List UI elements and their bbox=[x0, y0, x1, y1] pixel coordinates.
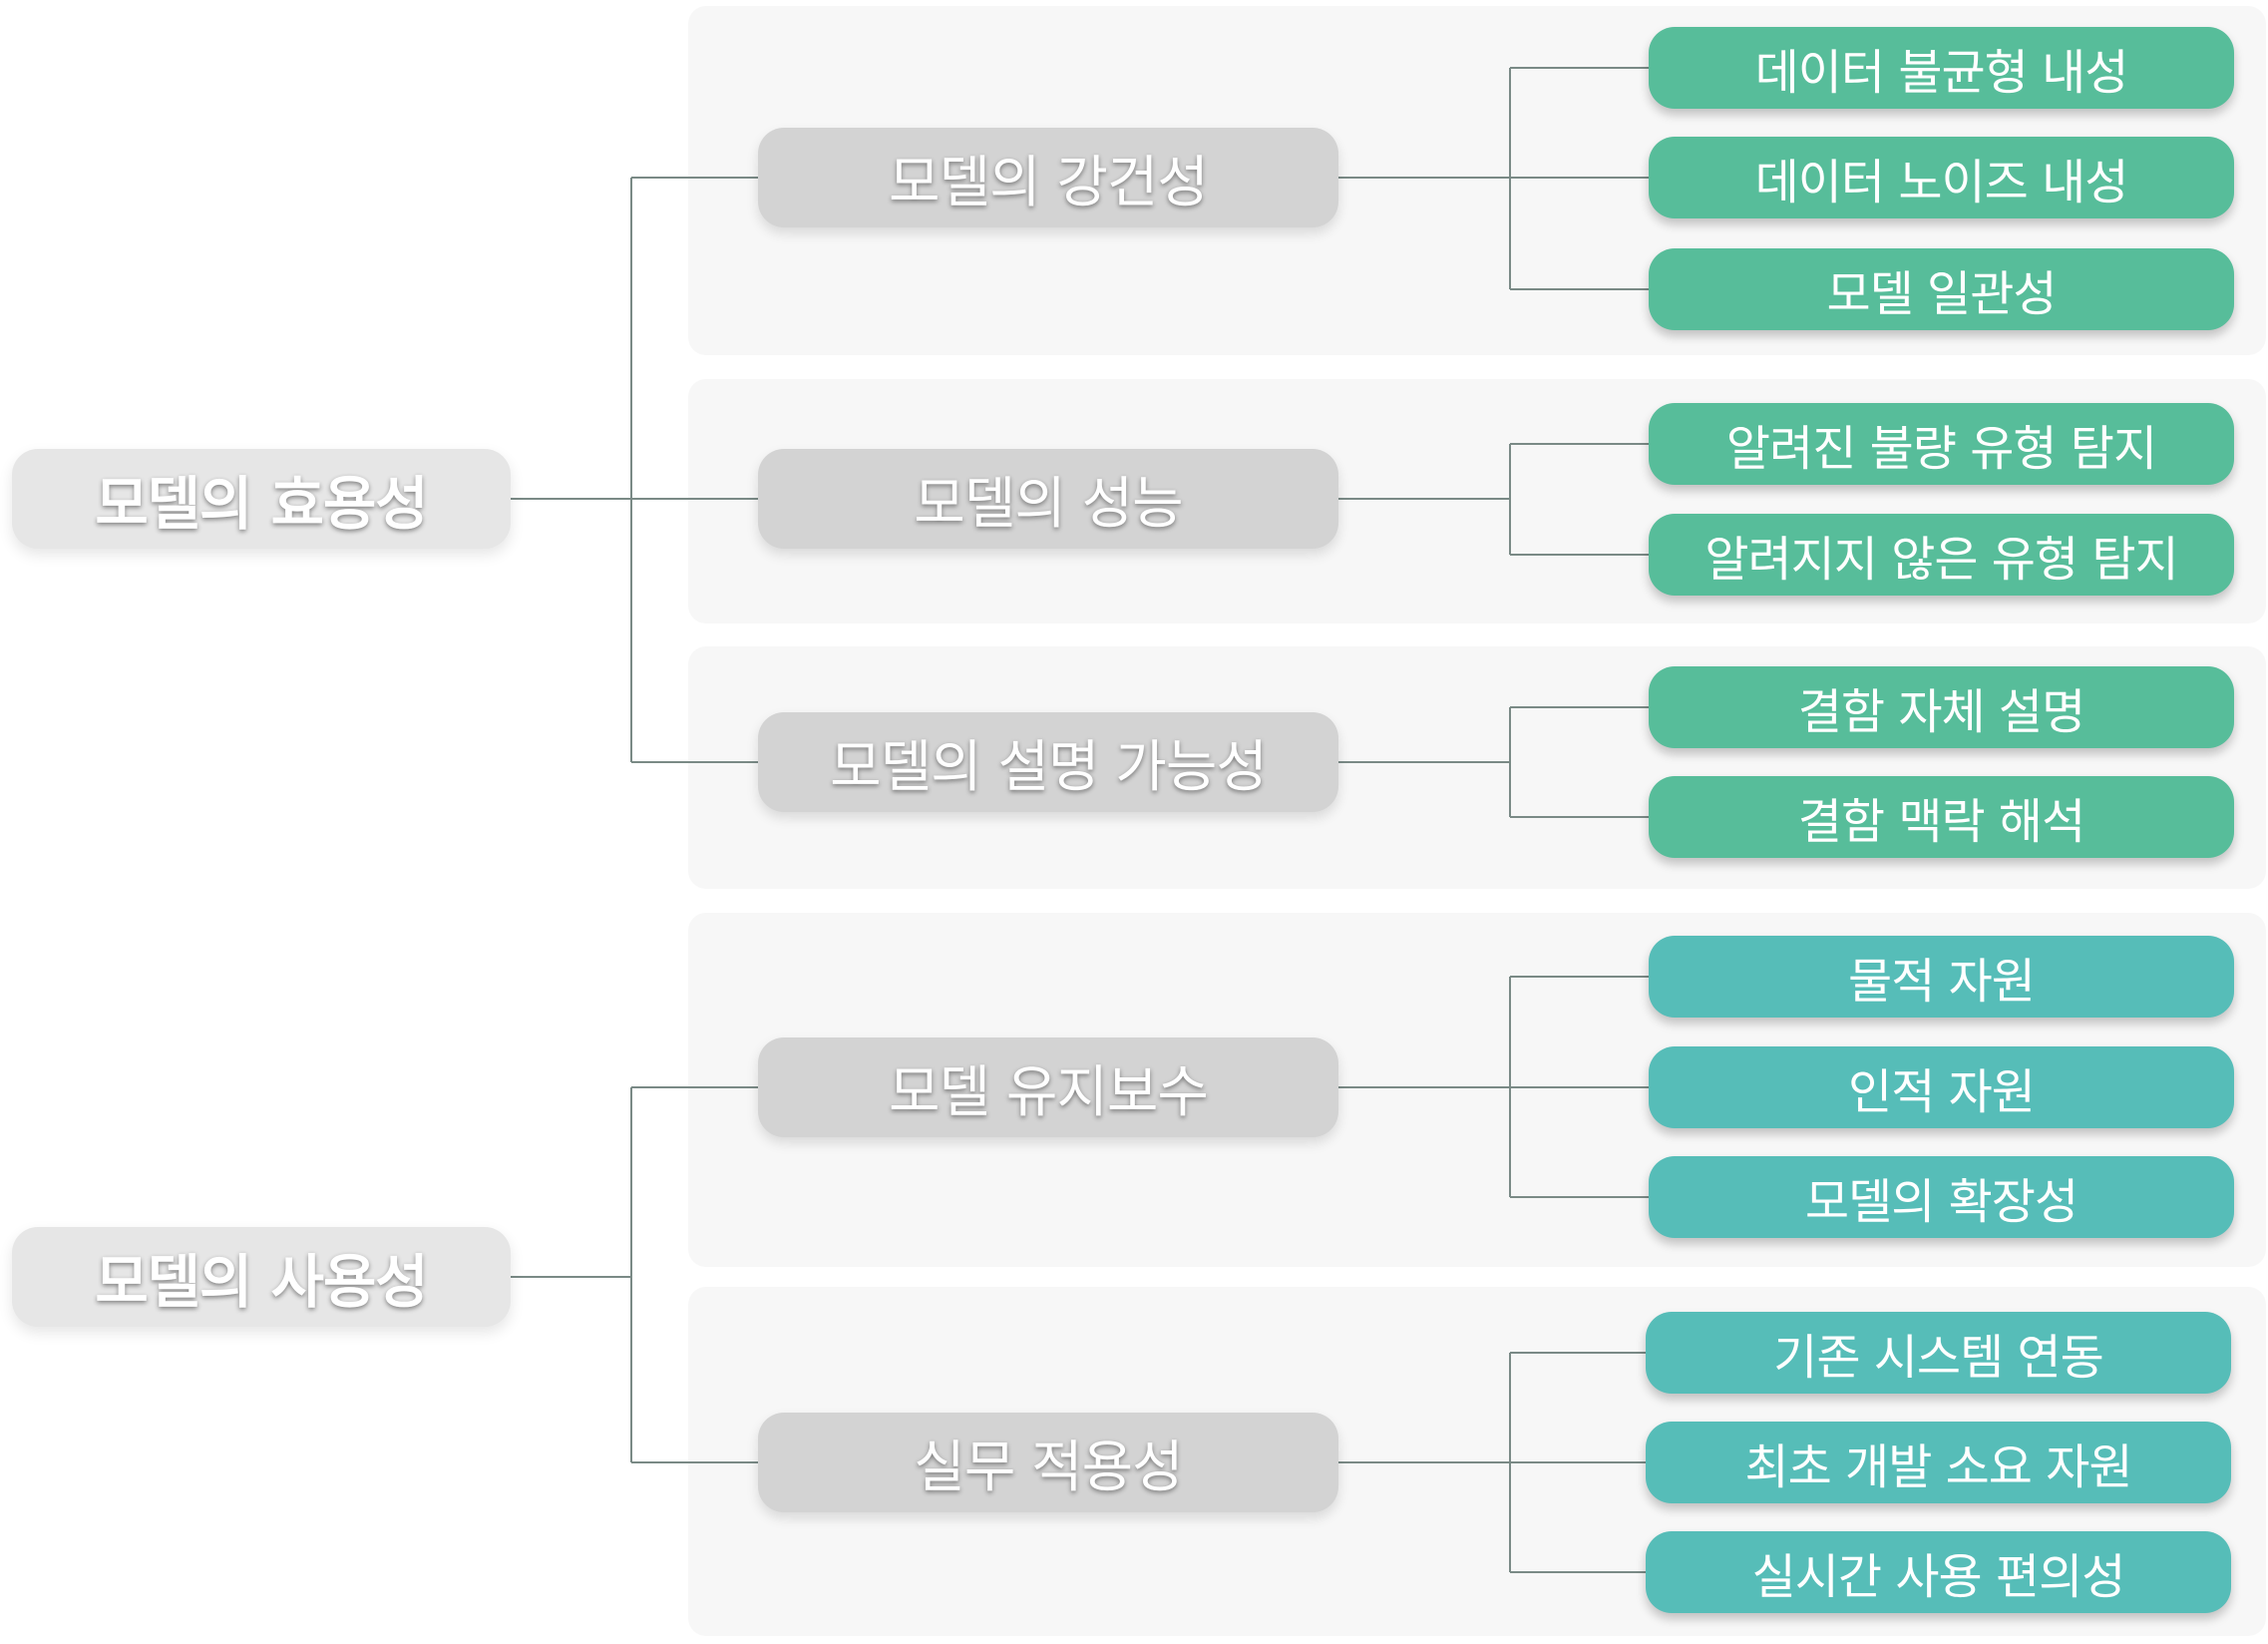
leaf-node: 모델 일관성 bbox=[1649, 248, 2234, 330]
connector-robustness bbox=[1338, 67, 1649, 290]
mid-node-robustness: 모델의 강건성 bbox=[758, 128, 1338, 227]
leaf-node: 최초 개발 소요 자원 bbox=[1646, 1422, 2231, 1503]
connector-root2 bbox=[511, 1086, 758, 1463]
leaf-node: 데이터 노이즈 내성 bbox=[1649, 137, 2234, 218]
connector-applicability bbox=[1338, 1352, 1646, 1573]
root-node-usability: 모델의 사용성 bbox=[12, 1227, 511, 1327]
mid-node-performance: 모델의 성능 bbox=[758, 449, 1338, 549]
connector-maintenance bbox=[1338, 976, 1649, 1198]
leaf-node: 물적 자원 bbox=[1649, 936, 2234, 1018]
root-node-utility: 모델의 효용성 bbox=[12, 449, 511, 549]
connector-performance bbox=[1338, 443, 1649, 556]
mid-node-explainability: 모델의 설명 가능성 bbox=[758, 712, 1338, 812]
leaf-node: 데이터 불균형 내성 bbox=[1649, 27, 2234, 109]
connector-explainability bbox=[1338, 706, 1649, 818]
leaf-node: 인적 자원 bbox=[1649, 1046, 2234, 1128]
leaf-node: 알려진 불량 유형 탐지 bbox=[1649, 403, 2234, 485]
leaf-node: 기존 시스템 연동 bbox=[1646, 1312, 2231, 1394]
leaf-node: 실시간 사용 편의성 bbox=[1646, 1531, 2231, 1613]
leaf-node: 알려지지 않은 유형 탐지 bbox=[1649, 514, 2234, 596]
mid-node-applicability: 실무 적용성 bbox=[758, 1413, 1338, 1512]
leaf-node: 모델의 확장성 bbox=[1649, 1156, 2234, 1238]
leaf-node: 결함 자체 설명 bbox=[1649, 666, 2234, 748]
leaf-node: 결함 맥락 해석 bbox=[1649, 776, 2234, 858]
connector-root1 bbox=[511, 177, 758, 763]
mid-node-maintenance: 모델 유지보수 bbox=[758, 1037, 1338, 1137]
